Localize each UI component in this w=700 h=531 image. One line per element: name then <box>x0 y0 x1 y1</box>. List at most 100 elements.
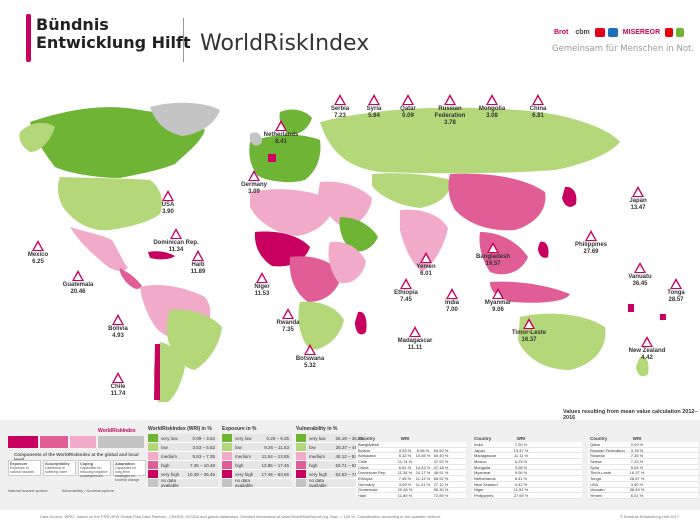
table-cell-value: 36.45 % <box>629 487 645 493</box>
marker-tonga[interactable]: Tonga 28.57 <box>656 278 696 304</box>
table-row: Tonga 28.57 % <box>588 476 698 482</box>
footnote: Values resulting from mean value calcula… <box>563 409 698 421</box>
region-east-africa <box>328 241 366 284</box>
marker-dominican-rep[interactable]: Dominican Rep. 11.34 <box>146 228 206 254</box>
region-chile-strip <box>154 344 160 400</box>
marker-value: 4.42 <box>641 355 653 361</box>
partner-logo-3 <box>594 28 605 37</box>
marker-country: Qatar <box>400 106 416 112</box>
marker-qatar[interactable]: Qatar 0.09 <box>386 94 430 120</box>
table-cell-value: 13.47 % <box>513 447 529 453</box>
legend-components-label: Components of the WorldRiskIndex at the … <box>14 452 139 462</box>
table-cell-value: 24.17 % <box>415 470 431 476</box>
table-cell-country: New Zealand <box>474 481 498 487</box>
marker-yemen[interactable]: Yemen 6.01 <box>404 252 448 278</box>
marker-value: 9.06 <box>492 307 504 313</box>
region-north-africa <box>250 189 335 236</box>
table-row: India 7.00 % <box>472 442 582 448</box>
cat-row: very low 0.09 – 3.52 <box>148 434 218 443</box>
table-cell-country: Myanmar <box>474 470 491 476</box>
table-cell-value: 27.10 % <box>433 481 449 487</box>
legend-box-adaptation: Adaptation Capacities for long-term strat… <box>113 460 146 482</box>
legend-panel: WorldRiskIndex Components of the WorldRi… <box>0 420 700 510</box>
marker-value: 6.01 <box>420 271 432 277</box>
table-cell-value: 11.34 % <box>397 470 413 476</box>
marker-timor-leste[interactable]: Timor-Leste 16.37 <box>504 318 554 344</box>
marker-india[interactable]: India 7.00 <box>432 288 472 314</box>
marker-vanuatu[interactable]: Vanuatu 36.45 <box>618 262 662 288</box>
cat-row: no data available <box>296 478 366 488</box>
legend-spheres: Natural hazard sphere Vulnerability / So… <box>8 488 114 493</box>
marker-niger[interactable]: Niger 11.53 <box>240 272 284 298</box>
cat-row: high 7.36 – 10.48 <box>148 461 218 470</box>
marker-country: Niger <box>254 284 270 290</box>
footer-copyright: © Bündnis Entwicklung Hilft 2017 <box>620 514 679 519</box>
table-cell-value: 0.09 % <box>630 441 644 447</box>
table-cell-country: Tonga <box>590 475 601 481</box>
partner-logo-4 <box>607 28 618 37</box>
region-scandinavia <box>279 109 312 135</box>
table-row: Mongolia 3.08 % <box>472 465 582 471</box>
region-japan <box>562 186 577 207</box>
marker-russia[interactable]: Russian Federation 3.78 <box>426 94 474 127</box>
marker-bangladesh[interactable]: Bangladesh 19.57 <box>468 242 518 268</box>
warning-icon <box>334 94 346 105</box>
marker-china[interactable]: China 6.81 <box>516 94 560 120</box>
marker-germany[interactable]: Germany 3.09 <box>232 170 276 196</box>
country-table-1: Country WRI Bangladesh Bolivia 4.93 % 8.98 %… <box>356 434 466 499</box>
marker-guatemala[interactable]: Guatemala 20.46 <box>56 270 100 296</box>
marker-value: 5.64 <box>368 113 380 119</box>
marker-botswana[interactable]: Botswana 5.32 <box>288 344 332 370</box>
marker-haiti[interactable]: Haiti 11.89 <box>176 250 220 276</box>
marker-value: 0.09 <box>402 113 414 119</box>
country-table-2: Country WRI India 7.00 % Japan 13.47 % Madaga… <box>472 434 582 499</box>
marker-country: Japan <box>629 198 647 204</box>
marker-myanmar[interactable]: Myanmar 9.06 <box>476 288 520 314</box>
marker-netherlands[interactable]: Netherlands 8.41 <box>256 120 306 146</box>
table-cell-value: 11.41 % <box>415 481 431 487</box>
marker-serbia[interactable]: Serbia 7.23 <box>318 94 362 120</box>
marker-japan[interactable]: Japan 13.47 <box>616 186 660 212</box>
marker-country: Dominican Rep. <box>153 240 199 246</box>
table-row: Myanmar 9.06 % <box>472 470 582 477</box>
region-madagascar <box>355 311 367 335</box>
marker-value: 11.34 <box>168 247 184 253</box>
marker-madagascar[interactable]: Madagascar 11.11 <box>390 326 440 352</box>
table-cell-value: 47.18 % <box>433 464 449 470</box>
marker-mongolia[interactable]: Mongolia 3.08 <box>470 94 514 120</box>
cat-row: low 3.53 – 5.62 <box>148 443 218 452</box>
wri-head: WorldRiskIndex (WRI) in % <box>148 426 212 432</box>
marker-syria[interactable]: Syria 5.64 <box>352 94 396 120</box>
marker-country: China <box>529 106 547 112</box>
warning-icon <box>275 120 287 131</box>
region-uk <box>250 132 262 146</box>
marker-philippines[interactable]: Philippines 27.69 <box>566 230 616 256</box>
marker-ethiopia[interactable]: Ethiopia 7.45 <box>384 278 428 304</box>
footer-source: Data Source: WRI2, based on the PREVIEW … <box>40 514 441 519</box>
marker-country: Rwanda <box>276 320 300 326</box>
marker-value: 16.37 <box>521 337 537 343</box>
table-row: Mexico 6.25 % <box>472 459 582 465</box>
marker-chile[interactable]: Chile 11.74 <box>96 372 140 398</box>
warning-icon <box>256 272 268 283</box>
header: Bündnis Entwicklung Hilft WorldRiskIndex… <box>0 0 700 82</box>
marker-country: Botswana <box>295 356 325 362</box>
marker-country: Mongolia <box>478 106 506 112</box>
region-vanuatu <box>628 304 634 312</box>
marker-mexico[interactable]: Mexico 6.25 <box>16 240 60 266</box>
table-cell-value: 20.46 % <box>397 487 413 493</box>
warning-icon <box>282 308 294 319</box>
table-row: Vanuatu 36.45 % <box>588 487 698 494</box>
region-new-zealand <box>636 356 649 377</box>
table-row: Bangladesh <box>356 442 466 448</box>
marker-rwanda[interactable]: Rwanda 7.35 <box>266 308 310 334</box>
warning-icon <box>523 318 535 329</box>
table-cell-value: 3.90 % <box>630 481 644 487</box>
marker-new-zealand[interactable]: New Zealand 4.42 <box>622 336 672 362</box>
marker-bolivia[interactable]: Bolivia 4.93 <box>96 314 140 340</box>
marker-usa[interactable]: USA 3.90 <box>146 190 190 216</box>
cat-row: high 53.71 – 62.62 <box>296 461 366 470</box>
table-cell-value: 66.92 % <box>433 475 449 481</box>
legend-box-exposure: Exposure Exposure to natural hazards <box>8 460 41 476</box>
table-cell-value: 10.55 % <box>415 453 431 459</box>
